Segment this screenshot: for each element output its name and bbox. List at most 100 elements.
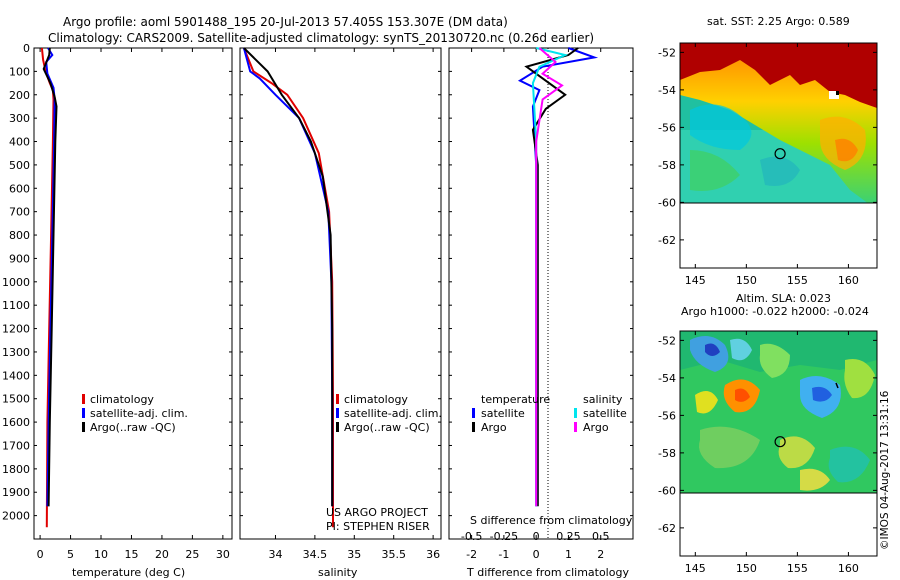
- map-y-tick-label: -52: [658, 46, 676, 59]
- legend-title-salinity: salinity: [583, 393, 623, 406]
- sst-map-image: [680, 43, 877, 203]
- legend-label-satellite-adj: satellite-adj. clim.: [90, 407, 188, 420]
- temperature-panel: 0100200300400500600700800900100011001200…: [2, 42, 233, 579]
- map-x-tick-label: 150: [736, 562, 757, 575]
- map-y-tick-label: -62: [658, 522, 676, 535]
- depth-tick-label: 1200: [2, 323, 30, 336]
- legend-swatch-t-satellite: [472, 408, 475, 418]
- depth-tick-label: 1400: [2, 369, 30, 382]
- depth-tick-label: 500: [9, 159, 30, 172]
- depth-tick-label: 1900: [2, 486, 30, 499]
- difference-x-axis: -2 -1 0 1 2 -0.5 -0.25 0 0.25 0.5: [461, 48, 610, 561]
- difference-series: [517, 47, 599, 507]
- depth-tick-label: 800: [9, 229, 30, 242]
- depth-axis: 0 100 200 300 400 500 600 700 800 900 1000 1100 1200…: [2, 42, 232, 523]
- difference-panel: -2 -1 0 1 2 -0.5 -0.25 0 0.25 0.5 S difference fr…: [448, 47, 634, 579]
- x-tick-label: 34: [268, 548, 282, 561]
- s-difference-label: S difference from climatology: [470, 514, 633, 527]
- sst-map-ticks: 145 150 155 160 -52 -54 -56 -58 -60 -62: [658, 43, 877, 287]
- legend-label-s-satellite: satellite: [583, 407, 627, 420]
- series-satellite-adj-clim-: [242, 47, 334, 507]
- map-y-tick-label: -60: [658, 484, 676, 497]
- project-annotation: US ARGO PROJECT: [326, 506, 428, 519]
- series-climatology: [242, 47, 334, 528]
- x-tick-label: -1: [498, 548, 509, 561]
- x-tick-label: 0: [533, 548, 540, 561]
- sst-map-title: sat. SST: 2.25 Argo: 0.589: [707, 15, 850, 28]
- depth-tick-label: 1500: [2, 393, 30, 406]
- temperature-axes: [33, 47, 233, 540]
- x-tick-label: 36: [426, 548, 440, 561]
- x-tick-label: 25: [185, 548, 199, 561]
- legend-label-argo: Argo(..raw -QC): [344, 421, 430, 434]
- salinity-panel: 34 34.5 35 35.5 36 salinity climatology sate…: [239, 47, 442, 579]
- sla-map-ticks: 145 150 155 160 -52 -54 -56 -58 -60 -62: [658, 331, 877, 575]
- salinity-series: [242, 47, 334, 528]
- figure-title-line2: Climatology: CARS2009. Satellite-adjuste…: [48, 31, 594, 45]
- temperature-legend: climatology satellite-adj. clim. Argo(..…: [82, 393, 188, 434]
- sla-map-title: Altim. SLA: 0.023: [736, 292, 831, 305]
- x-tick-label: 1: [565, 548, 572, 561]
- map-y-tick-label: -62: [658, 234, 676, 247]
- x-tick-label: 10: [94, 548, 108, 561]
- difference-axes: [448, 47, 634, 540]
- x-tick-label: -2: [466, 548, 477, 561]
- legend-swatch-climatology: [336, 394, 339, 404]
- sla-map-image: [680, 331, 877, 493]
- map-x-tick-label: 150: [736, 274, 757, 287]
- series-argo-raw-qc-: [243, 47, 334, 507]
- depth-tick-label: 1800: [2, 463, 30, 476]
- depth-tick-label: 200: [9, 89, 30, 102]
- x-tick-label: 15: [124, 548, 138, 561]
- legend-swatch-argo: [336, 422, 339, 432]
- sst-map-axes: [679, 42, 878, 269]
- depth-tick-label: 100: [9, 65, 30, 78]
- map-y-tick-label: -56: [658, 409, 676, 422]
- series-temperature-satellite: [517, 47, 599, 507]
- salinity-axes: [239, 47, 442, 540]
- legend-label-argo: Argo(..raw -QC): [90, 421, 176, 434]
- map-y-tick-label: -60: [658, 196, 676, 209]
- sla-map-panel: Altim. SLA: 0.023 Argo h1000: -0.022 h20…: [658, 292, 878, 575]
- depth-tick-label: 1100: [2, 299, 30, 312]
- series-salinity-argo: [535, 47, 564, 507]
- salinity-xlabel: salinity: [318, 566, 358, 579]
- depth-tick-label: 1300: [2, 346, 30, 359]
- x-tick-label: 5: [67, 548, 74, 561]
- salinity-legend: climatology satellite-adj. clim. Argo(..…: [336, 393, 442, 434]
- profile-location-marker: [774, 436, 786, 448]
- s-tick-label: -0.5: [461, 530, 482, 543]
- depth-tick-label: 2000: [2, 510, 30, 523]
- temperature-x-axis: 0 5 10 15 20 25 30: [37, 48, 230, 561]
- legend-swatch-satellite-adj: [336, 408, 339, 418]
- legend-label-s-argo: Argo: [583, 421, 609, 434]
- depth-tick-label: 600: [9, 182, 30, 195]
- map-x-tick-label: 155: [787, 562, 808, 575]
- depth-tick-label: 1700: [2, 439, 30, 452]
- s-tick-label: 0.5: [592, 530, 610, 543]
- legend-label-t-argo: Argo: [481, 421, 507, 434]
- s-tick-label: 0.25: [556, 530, 581, 543]
- depth-tick-label: 700: [9, 206, 30, 219]
- legend-label-climatology: climatology: [344, 393, 408, 406]
- depth-tick-label: 1000: [2, 276, 30, 289]
- legend-swatch-argo: [82, 422, 85, 432]
- depth-tick-label: 400: [9, 136, 30, 149]
- series-argo-raw-qc-: [42, 47, 58, 507]
- map-y-tick-label: -58: [658, 447, 676, 460]
- depth-tick-label: 1600: [2, 416, 30, 429]
- legend-label-climatology: climatology: [90, 393, 154, 406]
- map-x-tick-label: 160: [838, 274, 859, 287]
- legend-label-satellite-adj: satellite-adj. clim.: [344, 407, 442, 420]
- salinity-depth-ticks: [240, 47, 441, 517]
- map-y-tick-label: -52: [658, 334, 676, 347]
- difference-legend: temperature salinity satellite Argo sate…: [472, 393, 627, 434]
- map-x-tick-label: 145: [685, 274, 706, 287]
- difference-depth-ticks: [449, 47, 633, 517]
- sla-map-subtitle: Argo h1000: -0.022 h2000: -0.024: [681, 305, 869, 318]
- map-x-tick-label: 160: [838, 562, 859, 575]
- figure-title-line1: Argo profile: aoml 5901488_195 20-Jul-20…: [63, 15, 508, 29]
- depth-tick-label: 300: [9, 112, 30, 125]
- x-tick-label: 0: [37, 548, 44, 561]
